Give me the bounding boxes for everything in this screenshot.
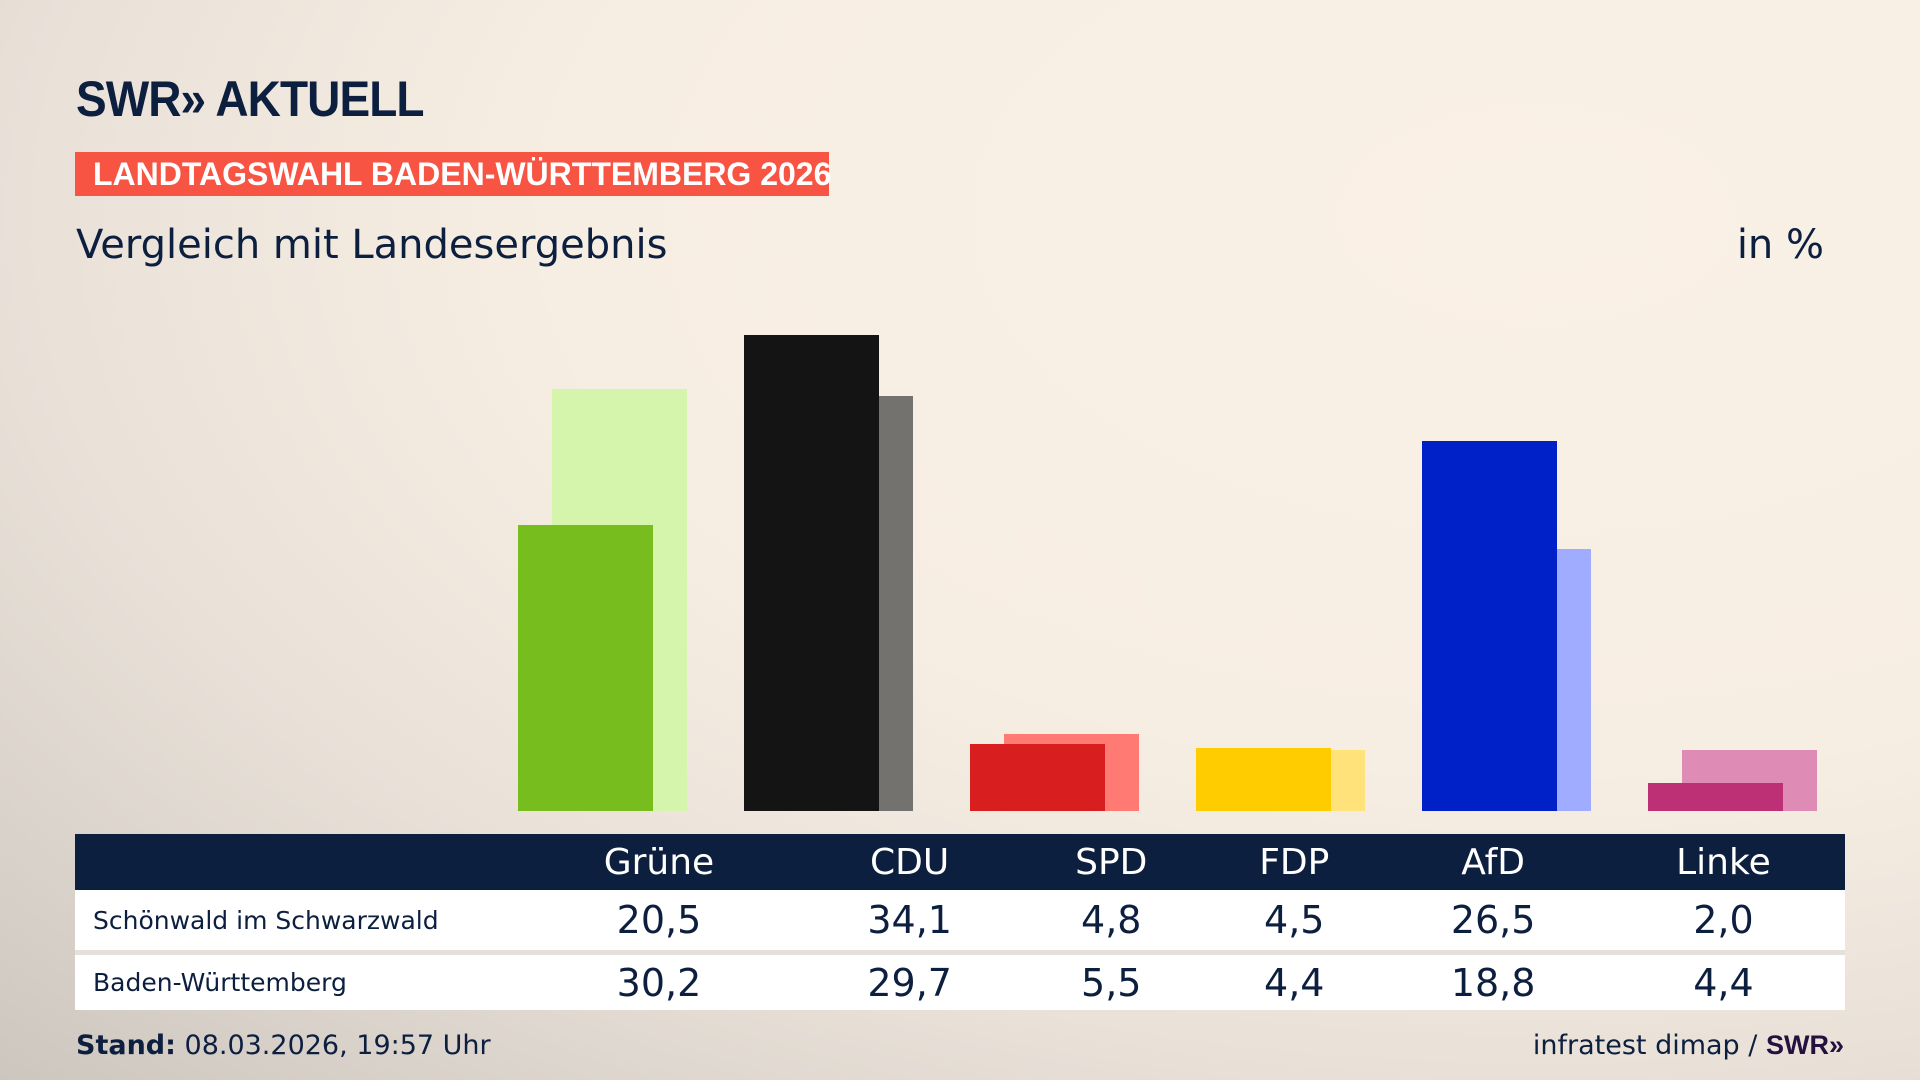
cell: 4,4 bbox=[1601, 950, 1845, 1010]
row-label: Schönwald im Schwarzwald bbox=[75, 890, 517, 950]
cell: 34,1 bbox=[800, 890, 1019, 950]
cell: 18,8 bbox=[1384, 950, 1602, 1010]
unit-label: in % bbox=[1736, 222, 1824, 268]
cell: 5,5 bbox=[1018, 950, 1205, 1010]
swr-logo: SWR» bbox=[1765, 1030, 1844, 1060]
cell: 4,4 bbox=[1204, 950, 1385, 1010]
table-row: Schönwald im Schwarzwald 20,5 34,1 4,8 4… bbox=[75, 890, 1845, 950]
header-empty bbox=[75, 834, 517, 890]
cell: 4,8 bbox=[1018, 890, 1205, 950]
bar-afd-gemeinde bbox=[1422, 441, 1557, 811]
header-party: AfD bbox=[1384, 834, 1602, 890]
swr-aktuell-logo: SWR» AKTUELL bbox=[76, 71, 424, 127]
bar-grüne-gemeinde bbox=[518, 524, 653, 811]
stand-label: Stand: bbox=[76, 1030, 176, 1061]
header-party: SPD bbox=[1018, 834, 1205, 890]
row-label: Baden-Württemberg bbox=[75, 950, 517, 1010]
bar-fdp-gemeinde bbox=[1196, 748, 1331, 811]
header-party: FDP bbox=[1204, 834, 1385, 890]
cell: 30,2 bbox=[517, 950, 801, 1010]
cell: 26,5 bbox=[1384, 890, 1602, 950]
bar-cdu-gemeinde bbox=[744, 335, 879, 811]
bar-spd-gemeinde bbox=[970, 743, 1105, 811]
bar-linke-gemeinde bbox=[1648, 783, 1783, 811]
bar-chart bbox=[518, 335, 1817, 811]
table-header: Grüne CDU SPD FDP AfD Linke bbox=[75, 834, 1845, 890]
header-party: CDU bbox=[800, 834, 1019, 890]
header-party: Linke bbox=[1601, 834, 1845, 890]
table-row: Baden-Württemberg 30,2 29,7 5,5 4,4 18,8… bbox=[75, 950, 1845, 1010]
cell: 2,0 bbox=[1601, 890, 1845, 950]
cell: 4,5 bbox=[1204, 890, 1385, 950]
cell: 29,7 bbox=[800, 950, 1019, 1010]
election-banner: LANDTAGSWAHL BADEN-WÜRTTEMBERG 2026 bbox=[75, 152, 831, 196]
header-party: Grüne bbox=[517, 834, 801, 890]
timestamp: Stand: 08.03.2026, 19:57 Uhr bbox=[76, 1030, 491, 1061]
chart-subtitle: Vergleich mit Landesergebnis bbox=[76, 222, 668, 268]
cell: 20,5 bbox=[517, 890, 801, 950]
source: infratest dimap / SWR» bbox=[1533, 1030, 1844, 1061]
source-text: infratest dimap / bbox=[1532, 1030, 1758, 1061]
results-table: Grüne CDU SPD FDP AfD Linke Schönwald im… bbox=[75, 834, 1845, 1010]
stand-value: 08.03.2026, 19:57 Uhr bbox=[184, 1030, 491, 1061]
